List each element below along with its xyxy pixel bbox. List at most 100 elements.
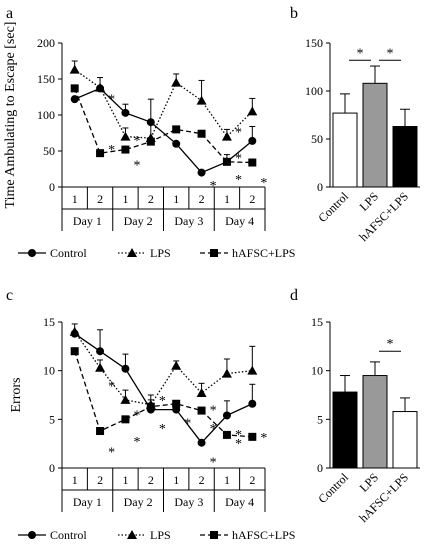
y-tick-label: 0 — [317, 180, 323, 194]
legend-marker — [28, 531, 36, 539]
marker-lps — [196, 388, 207, 398]
legend-marker — [127, 530, 137, 539]
legend-marker — [210, 249, 218, 257]
marker-hafsc-lps — [121, 415, 130, 424]
marker-hafsc-lps — [248, 432, 257, 441]
marker-control — [96, 347, 105, 356]
significance-star: * — [210, 179, 217, 194]
y-axis-title: Time Ambulating to Escape [sec] — [3, 22, 18, 209]
bar-hafsc-lps — [392, 411, 418, 469]
session-label: 1 — [72, 192, 78, 206]
panel-letter-a: a — [6, 5, 13, 22]
significance-star: * — [235, 173, 242, 188]
marker-lps — [69, 64, 80, 74]
y-tick-label: 100 — [305, 84, 323, 98]
marker-hafsc-lps — [70, 347, 79, 356]
marker-hafsc-lps — [222, 430, 231, 439]
marker-control — [121, 364, 130, 373]
session-label: 1 — [224, 473, 230, 487]
y-axis-title: Errors — [9, 378, 24, 413]
marker-lps — [171, 77, 182, 87]
bar-control — [332, 112, 358, 188]
panel-letter-d: d — [290, 287, 298, 304]
marker-lps — [247, 106, 258, 116]
session-label: 1 — [173, 473, 179, 487]
series-line-control — [74, 333, 253, 444]
significance-star: * — [210, 404, 217, 419]
y-tick-label: 200 — [37, 36, 55, 50]
significance-star: * — [133, 159, 140, 174]
marker-lps — [95, 82, 106, 92]
panel-letter-b: b — [290, 5, 298, 22]
marker-control — [197, 438, 206, 447]
y-tick-label: 15 — [311, 315, 323, 329]
category-label: Control — [315, 470, 351, 506]
session-label: 1 — [122, 192, 128, 206]
marker-hafsc-lps — [96, 427, 105, 436]
marker-lps — [247, 365, 258, 375]
series-line-hafsc-lps — [74, 351, 253, 438]
bar-hafsc-lps — [392, 126, 418, 188]
marker-hafsc-lps — [146, 402, 155, 411]
significance-star: * — [235, 151, 242, 166]
marker-control — [222, 411, 231, 420]
marker-control — [172, 139, 181, 148]
y-tick-label: 10 — [43, 364, 55, 378]
bar-lps — [362, 82, 388, 188]
significance-star: * — [210, 455, 217, 470]
day-label: Day 3 — [174, 495, 203, 509]
day-label: Day 1 — [73, 214, 102, 228]
session-label: 1 — [72, 473, 78, 487]
category-label: Control — [315, 189, 351, 225]
y-tick-label: 100 — [37, 108, 55, 122]
marker-control — [146, 118, 155, 127]
legend-label: Control — [50, 528, 87, 542]
marker-hafsc-lps — [197, 406, 206, 415]
session-label: 1 — [224, 192, 230, 206]
day-label: Day 4 — [225, 214, 254, 228]
significance-star: * — [235, 428, 242, 443]
day-label: Day 2 — [124, 214, 153, 228]
legend-marker — [127, 248, 137, 257]
session-label: 2 — [199, 192, 205, 206]
y-tick-label: 0 — [49, 180, 55, 194]
y-tick-label: 0 — [317, 461, 323, 475]
series-line-lps — [74, 69, 253, 139]
marker-lps — [95, 362, 106, 372]
significance-star: * — [108, 446, 115, 461]
significance-star: * — [133, 134, 140, 149]
y-tick-label: 150 — [305, 36, 323, 50]
significance-star: * — [184, 416, 191, 431]
significance-star: * — [357, 46, 364, 61]
session-label: 2 — [97, 473, 103, 487]
marker-hafsc-lps — [96, 149, 105, 158]
day-label: Day 2 — [124, 495, 153, 509]
significance-star: * — [210, 422, 217, 437]
significance-star: * — [387, 337, 394, 352]
marker-lps — [69, 326, 80, 336]
significance-star: * — [108, 379, 115, 394]
significance-star: * — [133, 409, 140, 424]
y-tick-label: 50 — [43, 144, 55, 158]
series-line-control — [74, 87, 253, 174]
significance-star: * — [235, 437, 242, 452]
category-label: LPS — [357, 470, 382, 495]
marker-control — [248, 399, 257, 408]
day-label: Day 4 — [225, 495, 254, 509]
marker-hafsc-lps — [172, 399, 181, 408]
significance-star: * — [387, 46, 394, 61]
marker-hafsc-lps — [70, 84, 79, 93]
marker-control — [70, 95, 79, 104]
marker-control — [197, 168, 206, 177]
session-label: 2 — [199, 473, 205, 487]
legend-label: hAFSC+LPS — [232, 528, 295, 542]
marker-lps — [120, 394, 131, 404]
session-label: 2 — [249, 473, 255, 487]
legend-label: Control — [50, 246, 87, 260]
session-label: 1 — [122, 473, 128, 487]
marker-control — [248, 136, 257, 145]
marker-lps — [171, 360, 182, 370]
marker-hafsc-lps — [172, 125, 181, 134]
